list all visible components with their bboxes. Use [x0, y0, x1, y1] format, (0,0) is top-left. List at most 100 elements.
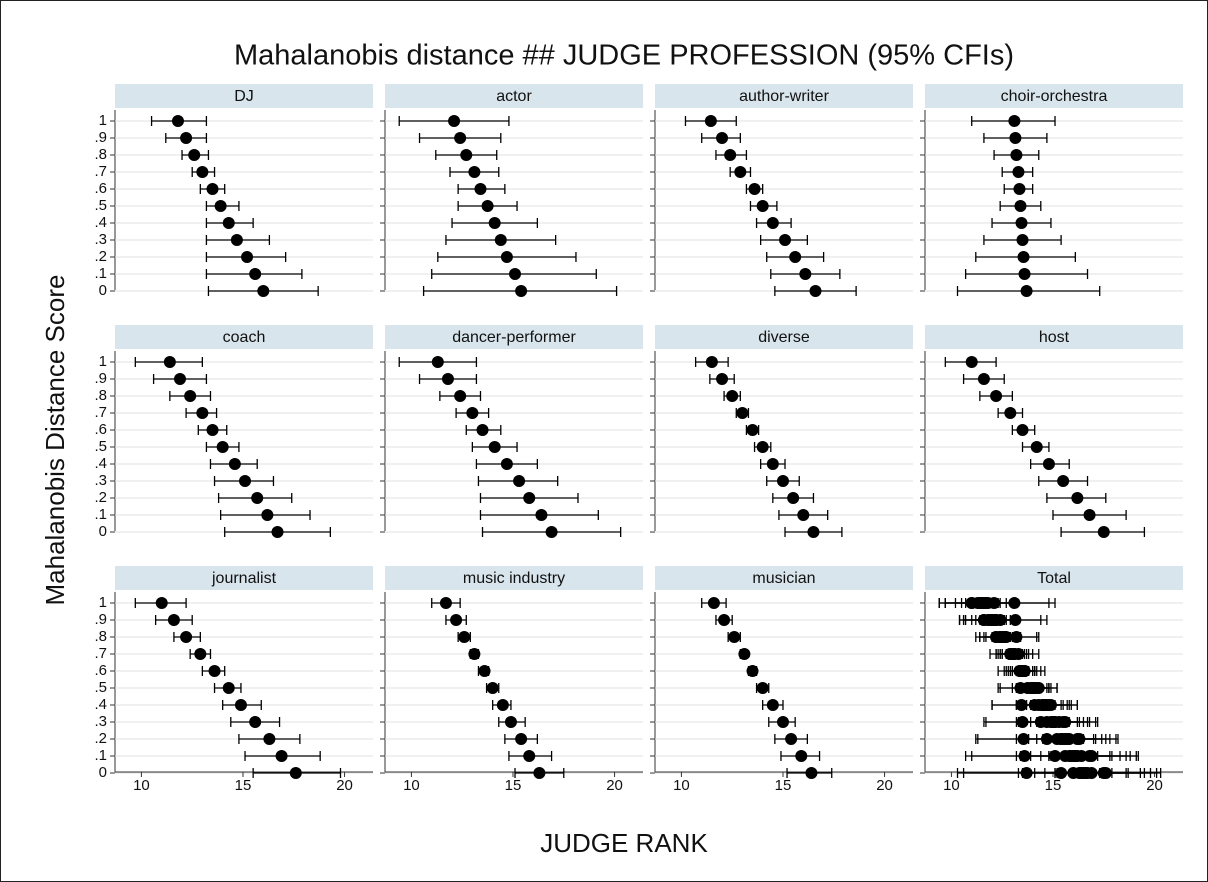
point: [1008, 648, 1021, 660]
panel-title: DJ: [234, 88, 254, 105]
point: [728, 631, 741, 643]
point: [249, 268, 262, 280]
point: [965, 356, 978, 368]
point: [535, 509, 548, 521]
chart-title: Mahalanobis distance ## JUDGE PROFESSION…: [234, 40, 1014, 72]
point: [230, 234, 243, 246]
point: [500, 458, 513, 470]
y-tick-label: .9: [94, 370, 107, 387]
point: [1009, 132, 1022, 144]
point: [748, 183, 761, 195]
point: [766, 699, 779, 711]
y-tick-label: .5: [94, 438, 107, 455]
point: [766, 217, 779, 229]
point: [707, 597, 720, 609]
point: [206, 424, 219, 436]
point: [705, 356, 718, 368]
point: [249, 716, 262, 728]
point: [460, 149, 473, 161]
point: [1097, 526, 1110, 538]
point: [1057, 475, 1070, 487]
point: [214, 200, 227, 212]
point: [805, 767, 818, 779]
point: [1018, 268, 1031, 280]
point: [513, 475, 526, 487]
panel-title: actor: [496, 88, 532, 105]
point: [1073, 733, 1086, 745]
point: [1008, 115, 1021, 127]
panel-title: diverse: [758, 329, 810, 346]
x-tick-label: 15: [1045, 777, 1062, 794]
point: [789, 251, 802, 263]
point: [523, 492, 536, 504]
panel-title: music industry: [463, 570, 565, 587]
point: [799, 268, 812, 280]
point: [496, 699, 509, 711]
panel-header: [385, 566, 643, 590]
y-tick-label: .7: [94, 645, 107, 662]
point: [990, 390, 1003, 402]
point: [807, 526, 820, 538]
y-tick-label: 0: [99, 764, 107, 781]
y-tick-label: .2: [94, 489, 107, 506]
panel-header: [925, 325, 1183, 349]
panel-header: [385, 84, 643, 108]
point: [716, 132, 729, 144]
point: [468, 166, 481, 178]
point: [174, 373, 187, 385]
panel-title: choir-orchestra: [1001, 88, 1108, 105]
point: [222, 682, 235, 694]
panel-title: Total: [1037, 570, 1071, 587]
y-tick-label: 1: [99, 353, 107, 370]
x-tick-label: 15: [505, 777, 522, 794]
point: [1036, 699, 1049, 711]
y-tick-label: .6: [94, 421, 107, 438]
point: [785, 733, 798, 745]
point: [738, 648, 751, 660]
y-tick-label: .4: [94, 696, 107, 713]
point: [509, 268, 522, 280]
point: [458, 631, 471, 643]
panel-title: author-writer: [739, 88, 829, 105]
point: [208, 665, 221, 677]
point: [476, 424, 489, 436]
point: [977, 373, 990, 385]
point: [171, 115, 184, 127]
point: [726, 390, 739, 402]
y-tick-label: .2: [94, 248, 107, 265]
point: [1010, 149, 1023, 161]
x-tick-label: 10: [673, 777, 690, 794]
panel-header: [655, 325, 913, 349]
x-tick-label: 15: [235, 777, 252, 794]
y-tick-label: .9: [94, 611, 107, 628]
point: [194, 648, 207, 660]
point: [734, 166, 747, 178]
point: [196, 166, 209, 178]
y-tick-label: .9: [94, 129, 107, 146]
point: [488, 217, 501, 229]
y-tick-label: .4: [94, 214, 107, 231]
point: [257, 285, 270, 297]
point: [776, 716, 789, 728]
point: [1046, 716, 1059, 728]
point: [228, 458, 241, 470]
point: [163, 356, 176, 368]
point: [216, 441, 229, 453]
y-tick-label: 1: [99, 594, 107, 611]
point: [431, 356, 444, 368]
point: [180, 631, 193, 643]
point: [275, 750, 288, 762]
point: [718, 614, 731, 626]
point: [724, 149, 737, 161]
point: [1016, 665, 1029, 677]
point: [474, 183, 487, 195]
point: [1071, 492, 1084, 504]
point: [1042, 458, 1055, 470]
y-tick-label: .6: [94, 180, 107, 197]
point: [486, 682, 499, 694]
x-tick-label: 20: [1146, 777, 1163, 794]
panel-title: dancer-performer: [452, 329, 576, 346]
y-tick-label: .3: [94, 472, 107, 489]
point: [1012, 166, 1025, 178]
